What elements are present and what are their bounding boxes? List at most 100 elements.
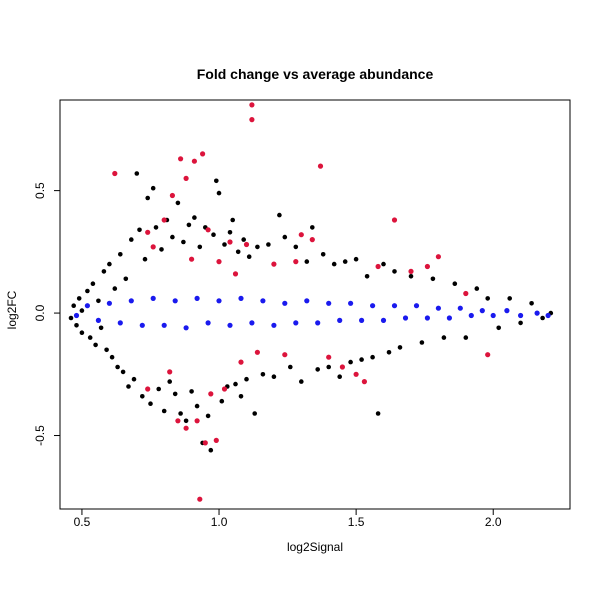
black-point: [359, 357, 364, 362]
y-tick-label: -0.5: [33, 425, 47, 446]
x-axis: 0.5 1.0 1.5 2.0: [74, 508, 502, 529]
black-point: [140, 394, 145, 399]
blue-point: [172, 298, 178, 304]
black-point: [214, 178, 219, 184]
blue-point: [73, 312, 80, 319]
red-point: [175, 418, 181, 424]
red-point: [424, 263, 430, 270]
black-point: [288, 364, 293, 370]
black-point: [145, 195, 150, 201]
red-point: [375, 263, 381, 270]
red-point: [339, 364, 345, 370]
blue-point: [534, 310, 540, 316]
blue-point: [260, 298, 266, 304]
black-point: [419, 340, 425, 345]
red-point: [200, 151, 206, 157]
black-point: [304, 259, 310, 264]
black-point: [299, 379, 304, 384]
blue-point: [435, 305, 441, 311]
black-point: [397, 345, 403, 350]
black-point: [320, 252, 326, 257]
black-point: [192, 215, 197, 220]
red-point: [189, 256, 195, 262]
red-point: [353, 371, 359, 377]
blue-point: [348, 300, 354, 306]
black-point: [331, 261, 337, 267]
red-point: [112, 170, 118, 177]
black-point: [353, 256, 359, 262]
red-point: [271, 261, 277, 267]
black-point: [159, 247, 164, 252]
x-tick-label: 2.0: [485, 515, 502, 529]
black-point: [96, 298, 101, 304]
black-point: [266, 242, 271, 247]
black-point: [463, 335, 469, 340]
black-point: [381, 261, 386, 267]
black-point: [282, 234, 288, 240]
red-point: [485, 352, 491, 358]
black-point: [129, 237, 134, 242]
black-point: [87, 335, 93, 340]
black-point: [277, 212, 282, 218]
y-axis: -0.5 0.0 0.5: [33, 182, 61, 446]
blue-point: [205, 320, 211, 326]
red-point: [298, 232, 304, 238]
red-point: [254, 349, 260, 355]
black-point: [167, 379, 172, 384]
red-point: [145, 386, 151, 392]
black-point: [230, 217, 235, 223]
red-point: [191, 158, 197, 164]
red-point: [326, 354, 332, 360]
black-point: [101, 269, 107, 274]
blue-point: [424, 315, 430, 321]
black-point: [271, 374, 277, 380]
red-point: [408, 268, 414, 274]
black-point: [107, 261, 112, 267]
black-point: [98, 325, 104, 331]
red-point: [361, 379, 367, 385]
blue-point: [370, 303, 376, 309]
red-point: [243, 241, 250, 248]
black-point: [79, 330, 85, 336]
red-point: [167, 369, 173, 375]
black-point: [252, 411, 257, 416]
black-point: [74, 323, 79, 328]
black-point: [205, 413, 211, 419]
black-point: [172, 391, 178, 397]
black-point: [126, 384, 131, 389]
black-point: [227, 230, 233, 235]
red-point: [183, 175, 189, 181]
blue-point: [238, 295, 244, 301]
red-point: [282, 352, 288, 358]
black-point: [79, 308, 85, 313]
black-point: [134, 171, 140, 176]
blue-point: [282, 300, 288, 306]
black-point: [326, 364, 332, 370]
red-point: [169, 192, 175, 199]
black-point: [197, 244, 203, 250]
black-point: [189, 389, 194, 394]
black-point: [123, 276, 129, 282]
red-point: [202, 440, 208, 446]
black-point: [186, 222, 192, 228]
black-point: [348, 359, 353, 365]
blue-point: [194, 295, 200, 301]
y-axis-label: log2FC: [5, 290, 19, 329]
black-point: [370, 354, 375, 360]
red-point: [227, 239, 233, 245]
blue-point: [106, 300, 112, 306]
red-point: [205, 227, 211, 233]
x-tick-label: 1.5: [348, 515, 365, 529]
red-point: [317, 163, 324, 169]
black-point: [150, 185, 156, 191]
black-point: [109, 354, 115, 360]
black-point: [310, 225, 315, 230]
black-point: [233, 381, 238, 387]
chart-title: Fold change vs average abundance: [197, 66, 434, 82]
black-point: [115, 364, 120, 370]
blue-point: [326, 300, 332, 306]
black-point: [156, 386, 161, 392]
blue-point: [161, 322, 167, 328]
blue-point: [315, 320, 321, 326]
